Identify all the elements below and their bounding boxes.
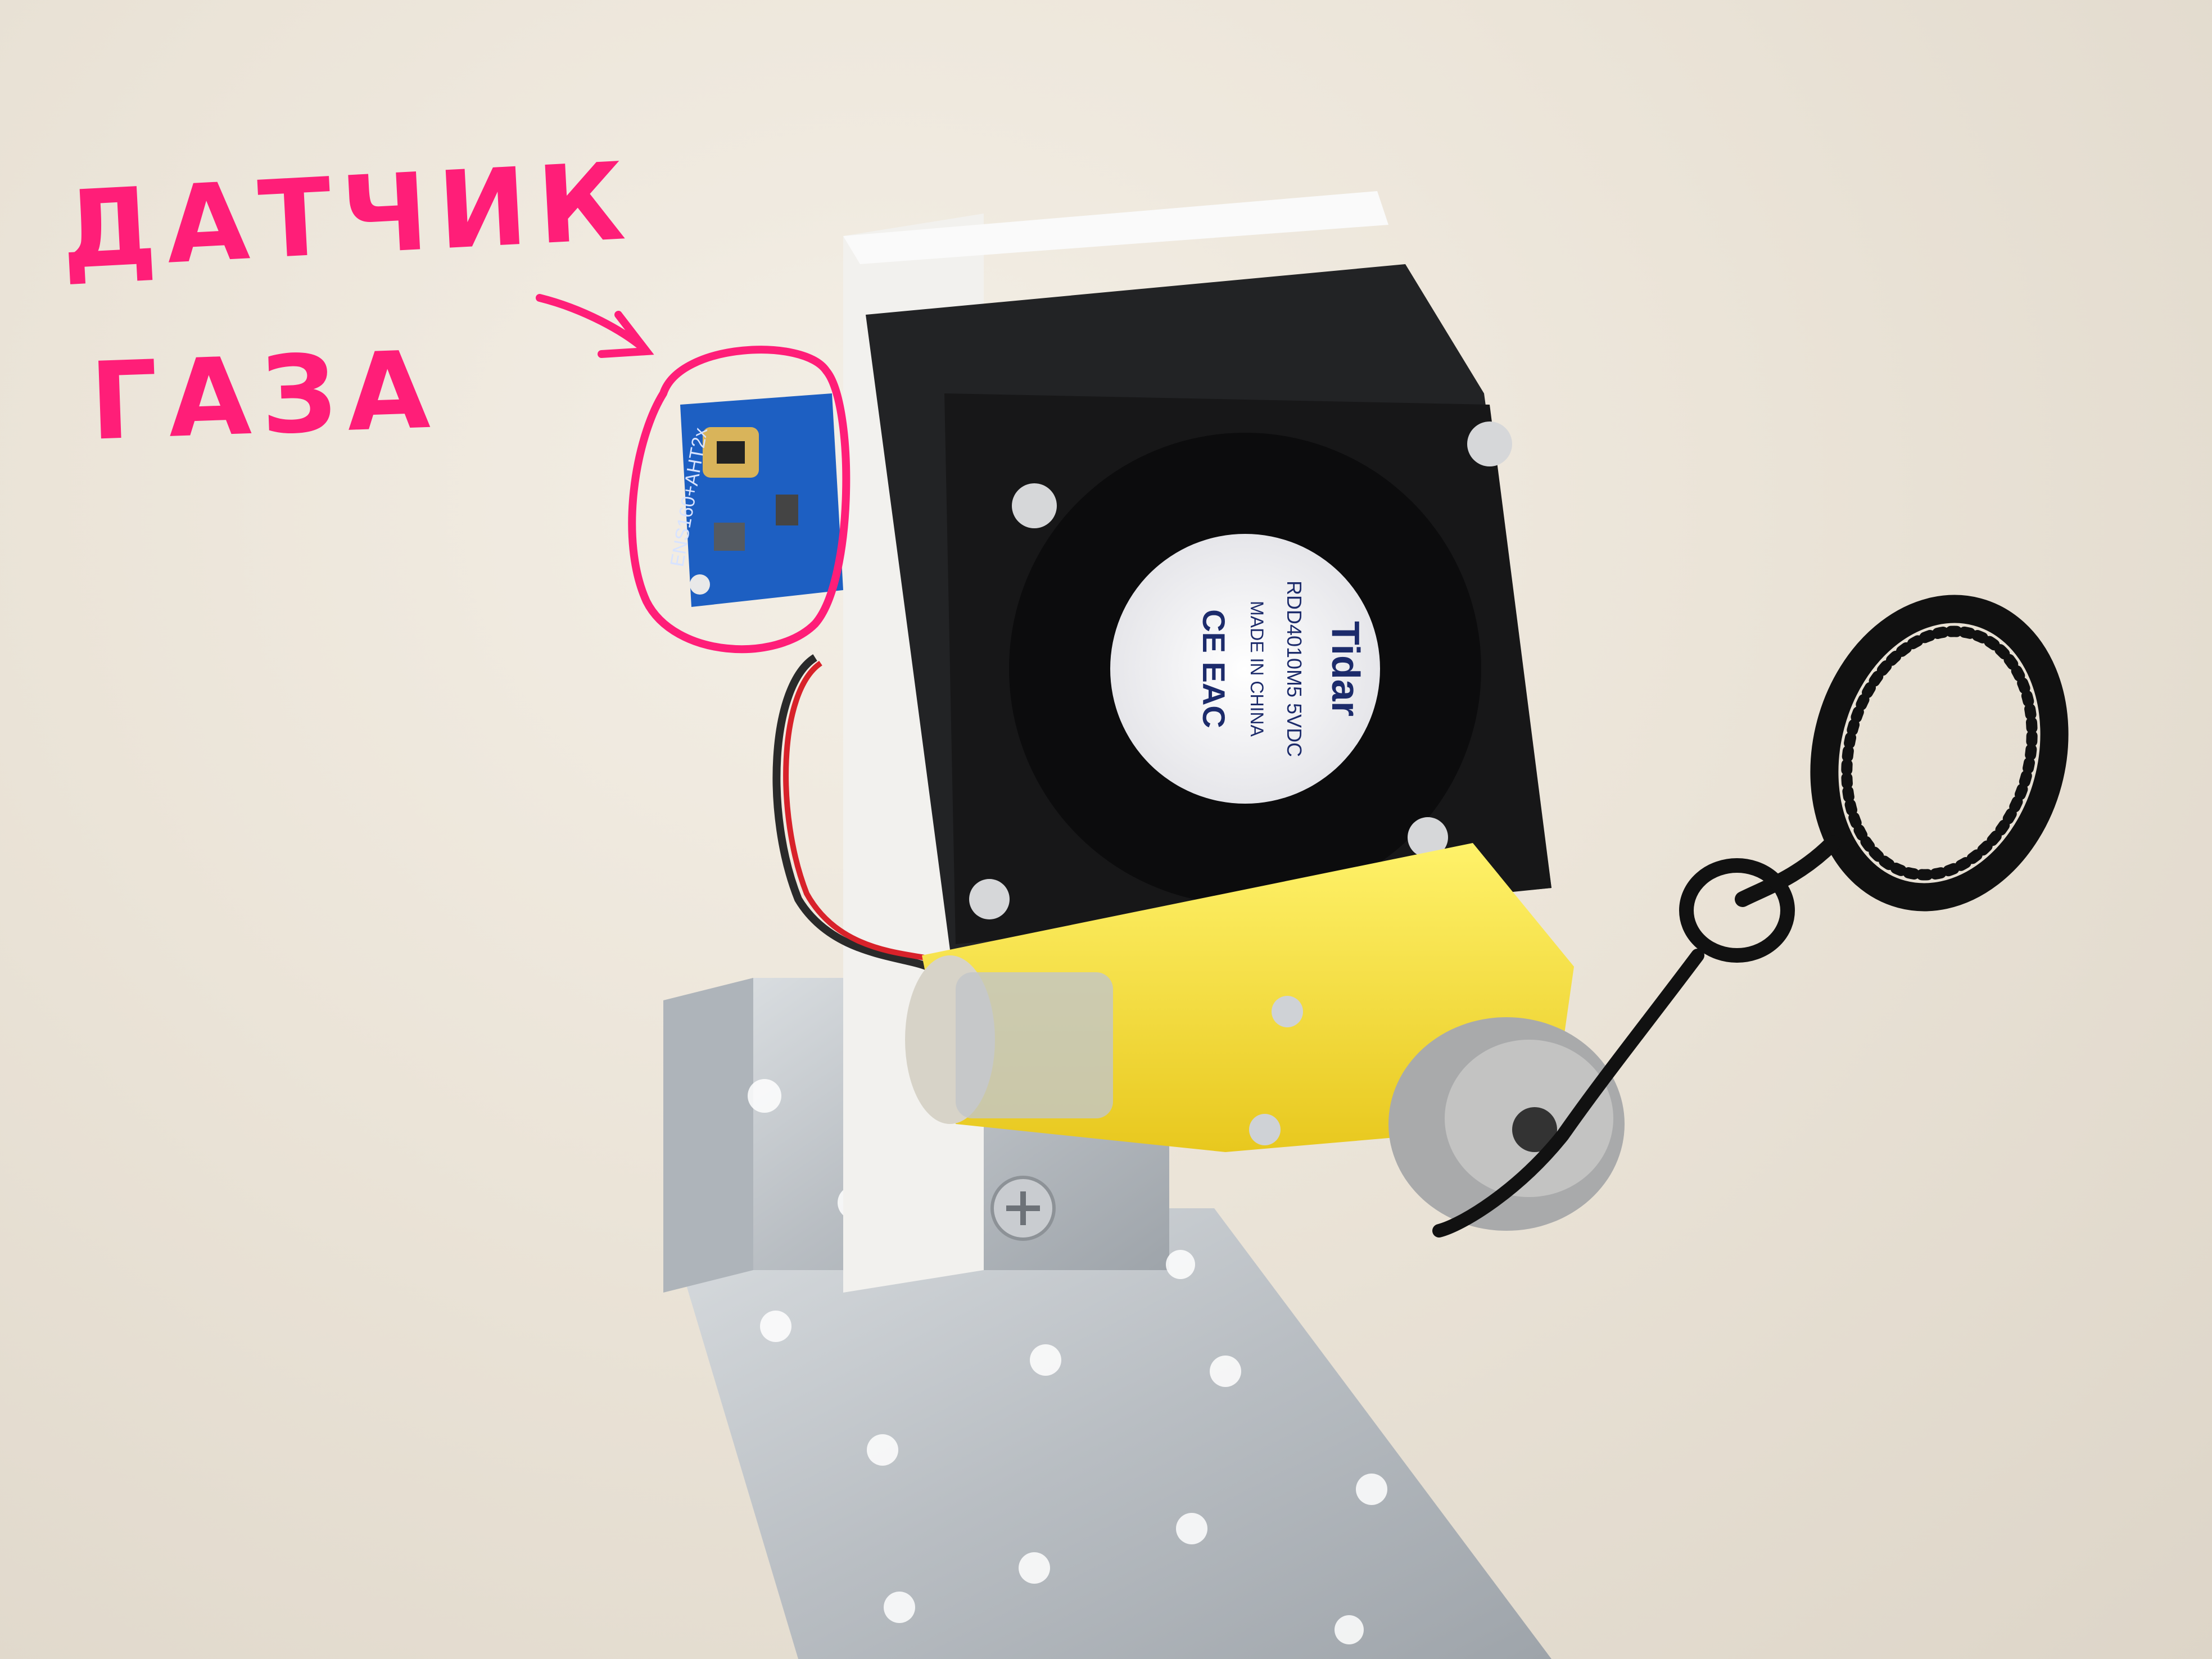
sensor-wires (772, 654, 929, 971)
annotation-marks (536, 294, 851, 653)
fan-model: RDD4010M5 5VDC (1283, 581, 1306, 757)
sensor-wire-red (783, 660, 928, 961)
grey-wheel-hub (1388, 1017, 1625, 1231)
annotation-label-line2: ГАЗА (88, 328, 442, 464)
annotation-label-line1: ДАТЧИК (57, 139, 638, 293)
fan-origin: MADE IN CHINA (1247, 601, 1267, 737)
bubble-wand (1432, 595, 2069, 1238)
fan-brand: Tidar (1324, 621, 1368, 717)
gas-sensor-board: ENS160+AHT2x (666, 393, 843, 607)
cooling-fan: Tidar RDD4010M5 5VDC MADE IN CHINA CE EA… (866, 264, 1551, 950)
fan-marks: CE EAC (1196, 609, 1232, 728)
